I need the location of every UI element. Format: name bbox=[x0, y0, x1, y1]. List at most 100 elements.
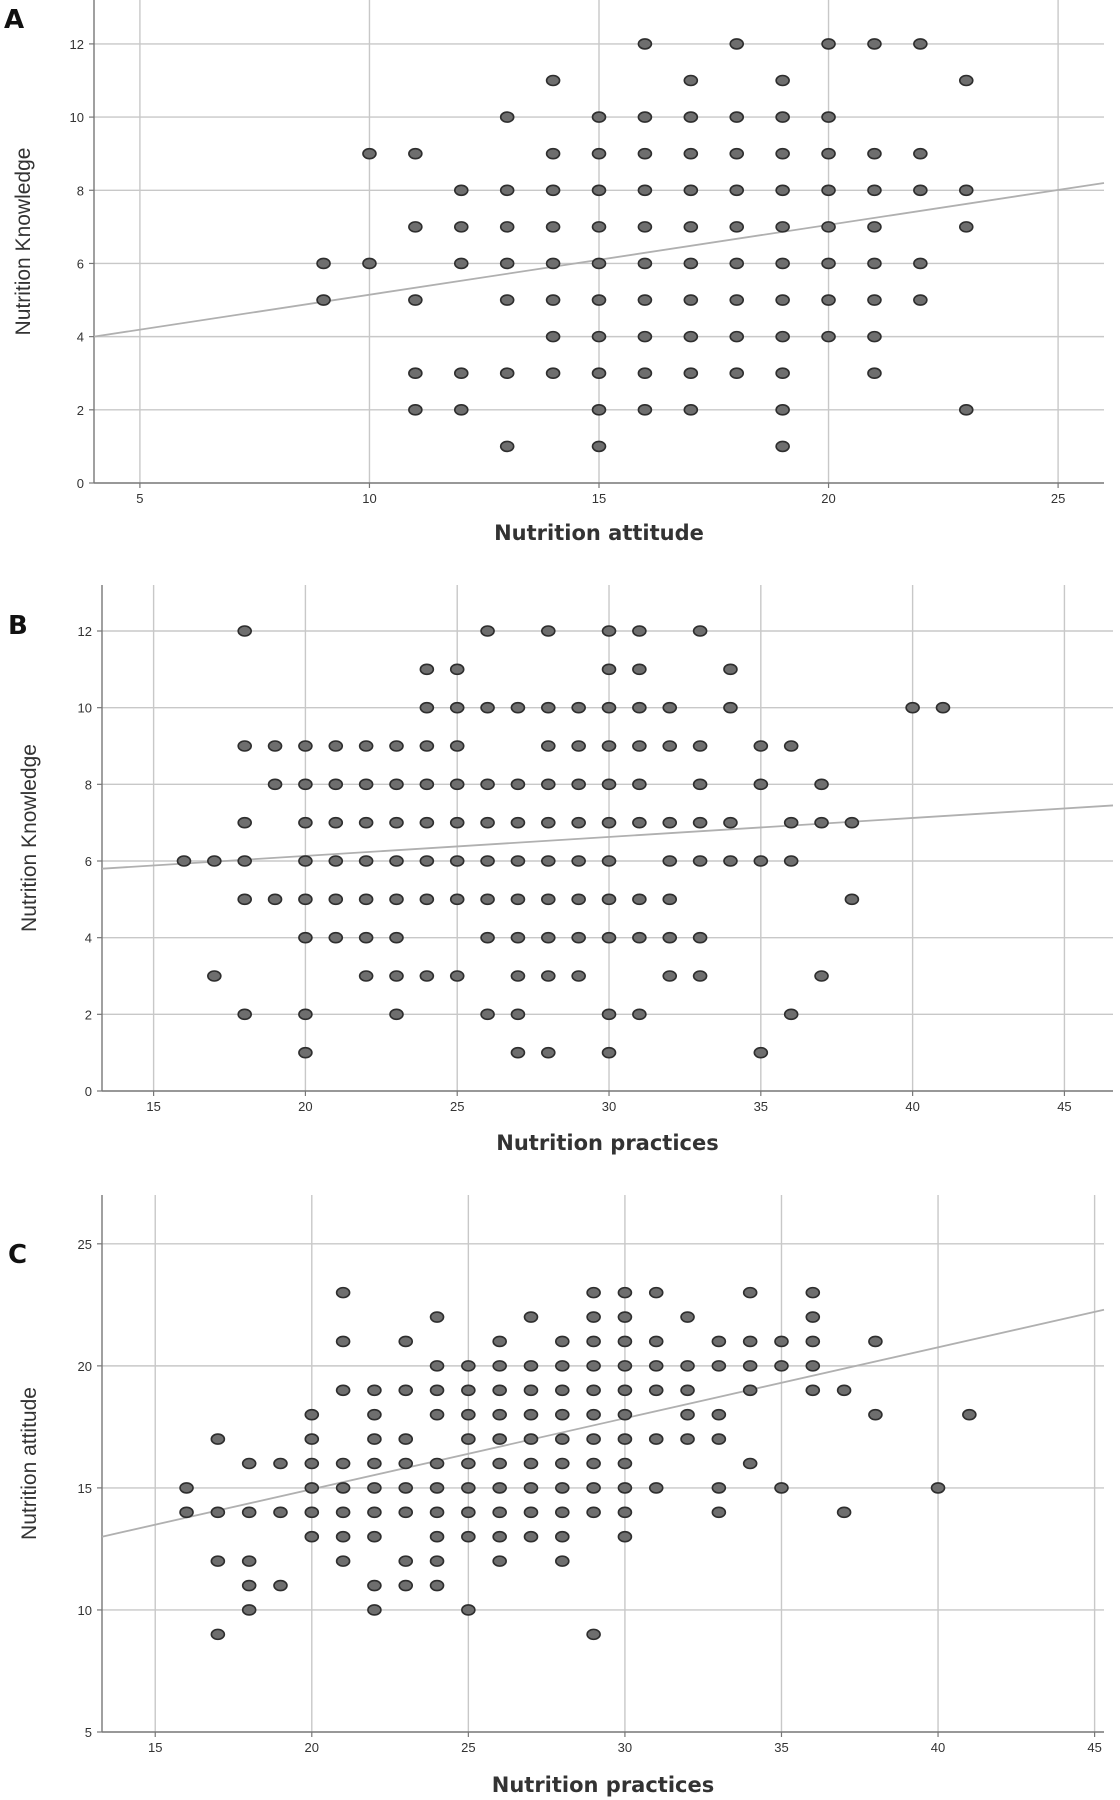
data-point bbox=[821, 330, 836, 343]
data-point bbox=[637, 404, 653, 416]
data-point bbox=[711, 1360, 727, 1372]
data-point bbox=[207, 970, 222, 982]
x-tick-label: 15 bbox=[148, 1740, 162, 1755]
data-point bbox=[753, 740, 769, 752]
data-point bbox=[742, 1360, 758, 1372]
data-point bbox=[723, 855, 738, 867]
data-point bbox=[586, 1457, 601, 1470]
data-point bbox=[617, 1384, 633, 1397]
data-point bbox=[680, 1408, 695, 1421]
data-point bbox=[648, 1384, 664, 1397]
data-point bbox=[273, 1579, 288, 1592]
data-point bbox=[742, 1286, 758, 1299]
data-point bbox=[492, 1433, 507, 1445]
data-point bbox=[480, 855, 495, 867]
data-point bbox=[962, 1408, 977, 1421]
data-point bbox=[821, 257, 836, 270]
data-point bbox=[389, 1008, 404, 1021]
data-point bbox=[632, 663, 647, 676]
data-point bbox=[774, 1482, 789, 1494]
data-point bbox=[241, 1457, 257, 1470]
y-tick-label: 12 bbox=[70, 37, 84, 52]
data-point bbox=[775, 330, 790, 343]
panel-label: A bbox=[4, 5, 24, 35]
data-point bbox=[429, 1311, 445, 1323]
data-point bbox=[358, 931, 374, 944]
data-point bbox=[358, 740, 374, 752]
data-point bbox=[523, 1506, 539, 1519]
data-point bbox=[510, 701, 526, 714]
data-point bbox=[298, 931, 313, 944]
data-point bbox=[729, 257, 745, 270]
data-point bbox=[586, 1482, 601, 1494]
data-point bbox=[480, 931, 495, 944]
data-point bbox=[586, 1286, 601, 1299]
data-point bbox=[429, 1555, 445, 1567]
data-point bbox=[461, 1408, 476, 1421]
data-point bbox=[362, 257, 377, 270]
y-tick-label: 12 bbox=[78, 624, 92, 639]
data-point bbox=[237, 1008, 252, 1021]
data-point bbox=[316, 294, 331, 306]
data-point bbox=[805, 1384, 821, 1397]
data-point bbox=[591, 221, 607, 233]
data-point bbox=[499, 367, 515, 380]
data-point bbox=[632, 778, 647, 791]
y-tick-label: 5 bbox=[85, 1725, 92, 1740]
data-point bbox=[492, 1482, 507, 1494]
data-point bbox=[429, 1457, 445, 1470]
data-point bbox=[930, 1482, 946, 1494]
data-point bbox=[648, 1482, 664, 1494]
x-tick-label: 25 bbox=[461, 1740, 475, 1755]
data-point bbox=[935, 701, 951, 714]
data-point bbox=[617, 1335, 633, 1348]
data-point bbox=[591, 257, 607, 270]
data-point bbox=[304, 1506, 320, 1519]
data-point bbox=[775, 221, 790, 233]
data-point bbox=[429, 1408, 445, 1421]
data-point bbox=[389, 855, 404, 867]
data-point bbox=[632, 701, 647, 714]
data-point bbox=[523, 1530, 539, 1543]
data-point bbox=[540, 816, 556, 829]
x-tick-label: 20 bbox=[821, 491, 835, 506]
data-point bbox=[836, 1506, 852, 1519]
data-point bbox=[499, 257, 515, 270]
y-tick-label: 2 bbox=[85, 1007, 92, 1022]
data-point bbox=[429, 1360, 445, 1372]
data-point bbox=[480, 701, 495, 714]
data-point bbox=[499, 111, 515, 123]
data-point bbox=[335, 1530, 351, 1543]
data-point bbox=[237, 740, 252, 752]
y-axis-label: Nutrition attitude bbox=[18, 1387, 41, 1540]
data-point bbox=[729, 221, 745, 233]
x-tick-label: 15 bbox=[146, 1099, 160, 1114]
data-point bbox=[601, 625, 617, 637]
data-point bbox=[461, 1530, 476, 1543]
data-point bbox=[814, 816, 829, 829]
data-point bbox=[398, 1482, 414, 1494]
data-point bbox=[480, 778, 495, 791]
data-point bbox=[683, 294, 699, 306]
data-point bbox=[586, 1506, 601, 1519]
data-point bbox=[775, 111, 790, 123]
data-point bbox=[711, 1506, 727, 1519]
data-point bbox=[601, 931, 617, 944]
data-point bbox=[958, 221, 974, 233]
x-tick-label: 30 bbox=[618, 1740, 632, 1755]
data-point bbox=[408, 221, 423, 233]
data-point bbox=[662, 931, 678, 944]
y-tick-label: 15 bbox=[78, 1481, 92, 1496]
data-point bbox=[328, 740, 344, 752]
data-point bbox=[398, 1433, 414, 1445]
data-point bbox=[408, 367, 423, 380]
data-point bbox=[335, 1506, 351, 1519]
data-point bbox=[328, 855, 344, 867]
data-point bbox=[821, 184, 836, 197]
data-point bbox=[304, 1530, 320, 1543]
data-point bbox=[461, 1482, 476, 1494]
data-point bbox=[753, 1046, 769, 1059]
data-point bbox=[868, 1408, 883, 1421]
data-point bbox=[601, 701, 617, 714]
